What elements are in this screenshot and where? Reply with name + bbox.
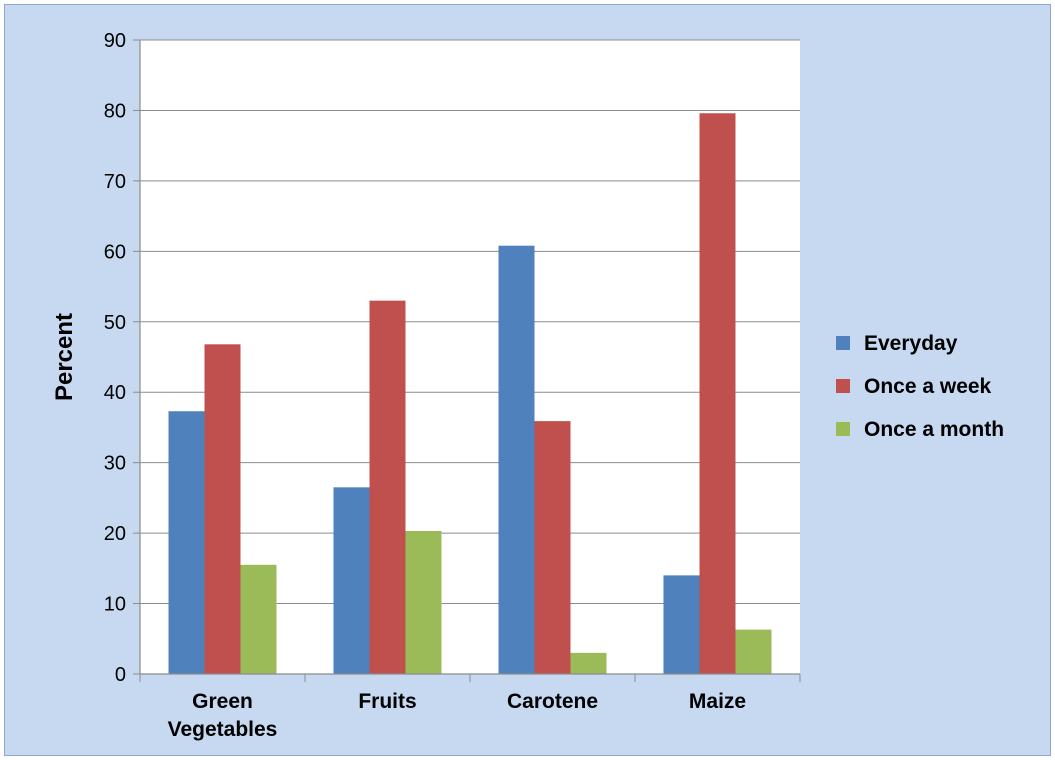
legend-label: Everyday: [864, 332, 958, 355]
bar-once-a-week-2: [534, 421, 571, 674]
bar-once-a-week-3: [699, 113, 736, 675]
y-tick-label: 70: [104, 171, 126, 193]
x-tick-label-line: Vegetables: [168, 718, 278, 741]
x-tick-label: Carotene: [507, 690, 598, 713]
x-tick-label-line: Green: [192, 690, 253, 713]
legend-swatch-once-a-week: [836, 379, 850, 393]
bar-once-a-month-0: [240, 564, 277, 674]
x-tick-label: Green Vegetables: [168, 690, 278, 741]
bar-everyday-3: [663, 575, 700, 674]
x-tick-label: Maize: [689, 690, 746, 713]
bars: [168, 113, 772, 675]
y-tick-label: 60: [104, 241, 126, 263]
legend-label: Once a week: [864, 375, 992, 398]
bar-everyday-2: [498, 245, 535, 674]
bar-everyday-0: [168, 411, 205, 674]
axes: [139, 40, 801, 682]
y-tick-label: 90: [104, 30, 126, 52]
y-tick-label: 10: [104, 594, 126, 616]
y-axis-title: Percent: [51, 313, 78, 401]
legend-swatch-once-a-month: [836, 422, 850, 436]
y-tick-label: 80: [104, 100, 126, 122]
x-tick-label-line: Fruits: [358, 690, 416, 713]
bar-once-a-month-1: [405, 530, 442, 674]
gridlines: [133, 39, 800, 675]
y-tick-label: 30: [104, 453, 126, 475]
legend-label: Once a month: [864, 418, 1004, 441]
x-tick-label: Fruits: [358, 690, 416, 713]
bar-once-a-week-1: [369, 300, 406, 674]
y-tick-label: 0: [115, 664, 126, 686]
bar-once-a-week-0: [204, 344, 241, 674]
bar-once-a-month-3: [735, 629, 772, 674]
x-tick-labels: Green Vegetables Fruits Carotene Maize: [168, 690, 746, 741]
y-tick-label: 40: [104, 382, 126, 404]
legend: Everyday Once a week Once a month: [836, 332, 1004, 441]
bar-once-a-month-2: [570, 652, 607, 674]
y-tick-label: 20: [104, 523, 126, 545]
y-tick-labels: 0 10 20 30 40 50 60 70 80 90: [104, 30, 126, 686]
x-tick-label-line: Carotene: [507, 690, 598, 713]
legend-swatch-everyday: [836, 336, 850, 350]
y-tick-label: 50: [104, 312, 126, 334]
x-tick-label-line: Maize: [689, 690, 746, 713]
bar-everyday-1: [333, 487, 370, 674]
